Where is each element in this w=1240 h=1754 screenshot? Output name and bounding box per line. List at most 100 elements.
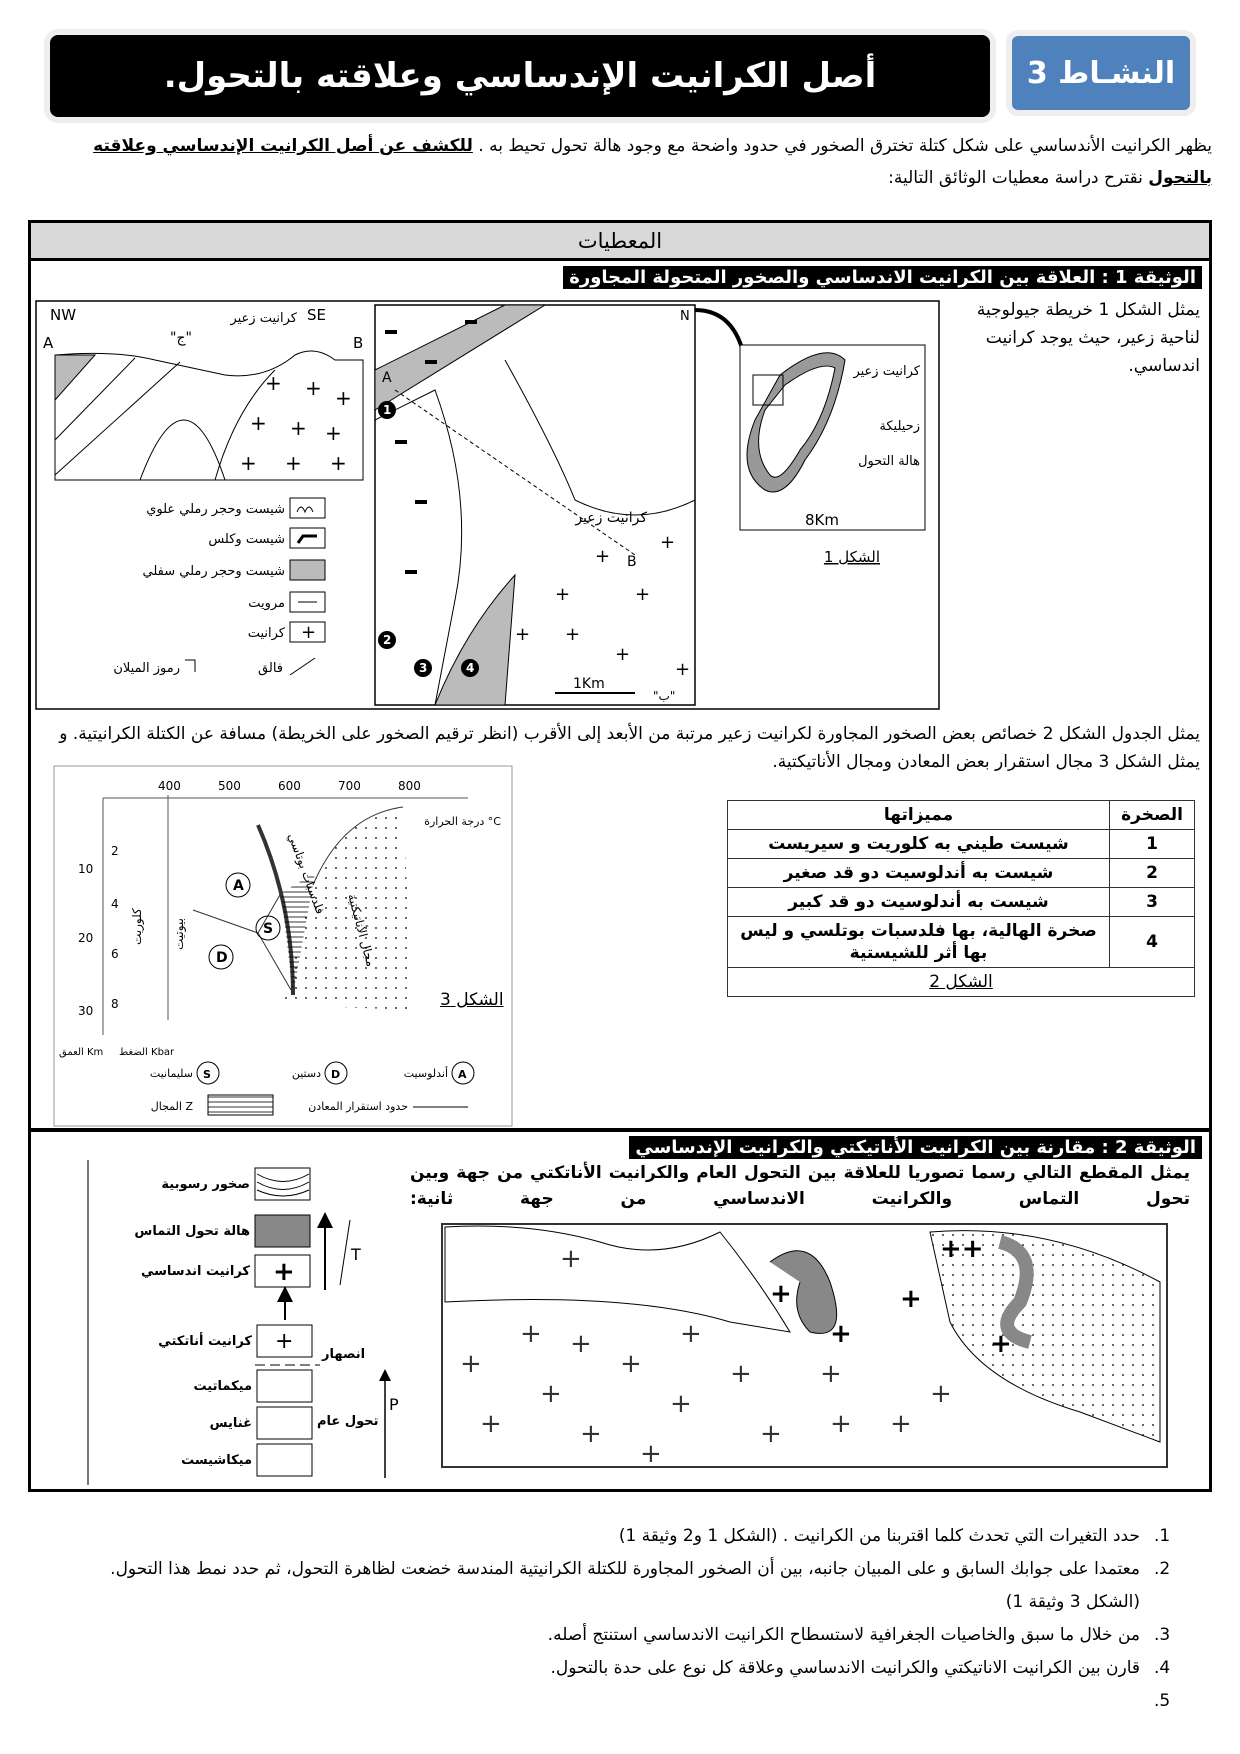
- map-legend: شيست وحجر رملي علوي شيست وكلس شيست وحجر …: [113, 497, 326, 676]
- givens-frame: [28, 220, 1212, 1492]
- svg-text:+: +: [275, 1329, 293, 1354]
- legend-gneiss: غنايس: [210, 1416, 252, 1431]
- svg-text:+: +: [830, 1409, 852, 1439]
- givens-header: المعطيات: [31, 223, 1209, 261]
- question-item: 1. حدد التغيرات التي تحدث كلما اقتربنا من…: [60, 1520, 1180, 1553]
- svg-text:+: +: [555, 584, 570, 605]
- svg-text:+: +: [660, 532, 675, 553]
- header-features: مميزاتها: [727, 800, 1110, 830]
- svg-text:+: +: [760, 1419, 782, 1449]
- svg-text:+: +: [265, 371, 282, 395]
- svg-text:+: +: [570, 1329, 592, 1359]
- map-a: A: [382, 370, 392, 386]
- svg-text:+: +: [560, 1244, 582, 1274]
- geologic-map-figure: + + ++ + ++ + + NW SE A B "ج" كرانيت زعير شيست…: [35, 300, 940, 710]
- svg-text:+: +: [730, 1359, 752, 1389]
- legend-zone-z: المجال Z: [151, 1100, 194, 1113]
- svg-text:+: +: [640, 1439, 662, 1469]
- legend-disthene: دستين: [292, 1067, 321, 1080]
- svg-text:S: S: [263, 921, 273, 937]
- intro-rest: نقترح دراسة معطيات الوثائق التالية:: [888, 168, 1149, 188]
- legend-p: P: [389, 1395, 399, 1414]
- map-north: N: [680, 309, 690, 324]
- svg-text:+: +: [460, 1349, 482, 1379]
- legend-marl: مرويت: [248, 596, 285, 611]
- label-se: SE: [307, 306, 326, 324]
- section-divider: [28, 1128, 1212, 1132]
- svg-text:+: +: [540, 1379, 562, 1409]
- question-number: 2.: [1154, 1559, 1171, 1579]
- svg-text:+: +: [595, 546, 610, 567]
- tick-500: 500: [218, 779, 241, 793]
- legend-stability-limits: حدود استقرار المعادن: [308, 1100, 408, 1113]
- question-text: من خلال ما سبق والخاصيات الجغرافية لاستس…: [547, 1625, 1140, 1645]
- svg-text:+: +: [520, 1319, 542, 1349]
- label-granite: كرانيت زعير: [229, 311, 297, 326]
- rock-number: 4: [1109, 916, 1195, 968]
- table-row: 2 شيست به أندلوسيت دو قد صغير: [727, 858, 1195, 888]
- inset-town: زحيليكة: [879, 419, 920, 434]
- depth-10: 10: [78, 862, 93, 876]
- depth-label: العمق Km: [59, 1047, 103, 1058]
- depth-30: 30: [78, 1004, 93, 1018]
- figures-paragraph: يمثل الجدول الشكل 2 خصائص بعض الصخور الم…: [59, 724, 1200, 772]
- map-b: B: [627, 554, 637, 570]
- svg-text:+: +: [620, 1349, 642, 1379]
- svg-text:+: +: [330, 451, 347, 475]
- legend-aureole: هالة تحول التماس: [134, 1224, 250, 1239]
- question-item: 4. قارن بين الكرانيت الاناتيكتي والكرانيت…: [60, 1652, 1180, 1685]
- inset-map: كرانيت زعير زحيليكة هالة التحول 8Km الشك…: [694, 308, 926, 566]
- inset-scale: 8Km: [805, 511, 839, 529]
- doc1-title: الوثيقة 1 : العلاقة بين الكرانيت الاندسا…: [563, 266, 1202, 289]
- rock-features: شيست طيني به كلوريت و سيريست: [727, 829, 1110, 859]
- intro-paragraph: يظهر الكرانيت الأندساسي على شكل كتلة تخت…: [55, 130, 1212, 194]
- figure1-caption: الشكل 1: [824, 548, 880, 566]
- question-text: قارن بين الكرانيت الاناتيكتي والكرانيت ا…: [550, 1658, 1140, 1678]
- legend-regional: تحول عام: [317, 1414, 379, 1429]
- table-row: 3 شيست به أندلوسيت دو قد كبير: [727, 887, 1195, 917]
- legend-andalusite: أندلوسيت: [404, 1066, 448, 1080]
- svg-text:+: +: [301, 622, 316, 643]
- figure3-diagram: 400 500 600 700 800 10 20 30 2 4 6 8 درج…: [53, 765, 513, 1127]
- activity-badge: النشـاط 3: [1012, 36, 1190, 110]
- legend-dip: رموز الميلان: [113, 661, 180, 676]
- question-item: 5.: [60, 1685, 1180, 1718]
- svg-text:A: A: [458, 1068, 467, 1081]
- svg-text:+: +: [250, 411, 267, 435]
- page-title: أصل الكرانيت الإندساسي وعلاقته بالتحول.: [50, 35, 990, 117]
- rock-features: صخرة الهالية، بها فلدسبات بوتلسي و ليس ب…: [727, 916, 1110, 968]
- question-item: 3. من خلال ما سبق والخاصيات الجغرافية لاس…: [60, 1619, 1180, 1652]
- map-granite-label: كرانيت زعير: [574, 510, 647, 526]
- legend-upper-schist: شيست وحجر رملي علوي: [146, 502, 285, 517]
- svg-text:+: +: [273, 1257, 295, 1287]
- legend-fault: فالق: [258, 661, 283, 676]
- cross-section: + + ++ + ++ + + NW SE A B "ج" كرانيت زعير: [43, 306, 364, 481]
- legend-schist-limestone: شيست وكلس: [208, 532, 285, 547]
- label-a: A: [43, 334, 54, 352]
- pressure-2: 2: [111, 844, 119, 858]
- table-row: 1 شيست طيني به كلوريت و سيريست: [727, 829, 1195, 859]
- table-caption: الشكل 2: [727, 967, 1195, 997]
- tick-800: 800: [398, 779, 421, 793]
- legend-t: T: [350, 1245, 361, 1264]
- intro-text: يظهر الكرانيت الأندساسي على شكل كتلة تخت…: [478, 136, 1212, 156]
- svg-text:+: +: [820, 1359, 842, 1389]
- temp-label: درجة الحرارة °C: [424, 815, 501, 828]
- depth-20: 20: [78, 931, 93, 945]
- rock-features: شيست به أندلوسيت دو قد كبير: [727, 887, 1110, 917]
- map-scale: 1Km: [573, 676, 605, 692]
- legend-anatectic: كرانيت أناتكتي: [158, 1332, 252, 1349]
- legend-lower-schist: شيست وحجر رملي سفلي: [143, 564, 285, 579]
- legend-intrusive: كرانيت اندساسي: [141, 1264, 250, 1279]
- question-item: 2. معتمدا على جوابك السابق و على المبيان …: [60, 1553, 1180, 1619]
- pressure-label: الضغط Kbar: [119, 1047, 175, 1058]
- svg-text:S: S: [203, 1068, 211, 1081]
- chlorite-label: كلوريت: [130, 908, 145, 945]
- point-3: 3: [419, 661, 427, 675]
- intro-bold: للكشف عن أصل الكرانيت الإندساسي وعلاقته …: [93, 136, 1212, 188]
- tick-400: 400: [158, 779, 181, 793]
- svg-text:+: +: [635, 584, 650, 605]
- svg-text:+: +: [770, 1279, 792, 1309]
- point-2: 2: [383, 633, 391, 647]
- point-1: 1: [383, 403, 391, 417]
